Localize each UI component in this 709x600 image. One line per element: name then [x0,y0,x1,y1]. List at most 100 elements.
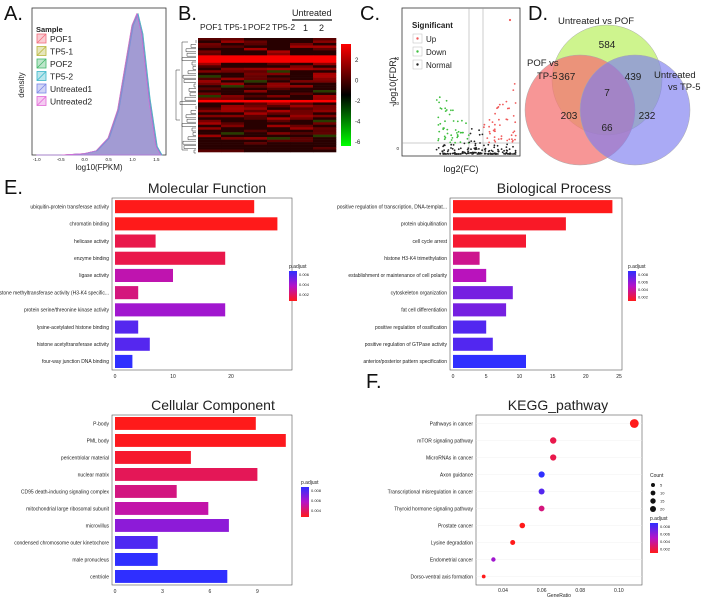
padj-legend-tick: 0.002 [638,295,649,300]
volcano-point [437,147,440,149]
volcano-point [498,118,500,121]
heatmap-cell [221,142,245,145]
heatmap-cell [198,117,222,121]
volcano-point [508,148,511,151]
volcano-point [456,120,459,123]
density-xtick: -1.0 [33,157,41,162]
heatmap-cell [290,42,314,46]
heatmap-cell [198,132,222,135]
density-chart: density log10(FPKM) -1.0 -0.5 0.0 0.5 1.0 1.5… [17,7,167,172]
go-cellular-component-chart: Cellular Component P-body PML body pericent… [14,397,322,595]
heatmap-dendrogram-branch [182,74,196,79]
bar [453,200,613,214]
kegg-count-legend-label: 10 [660,491,665,496]
volcano-point [450,143,453,146]
kegg-category-label: MicroRNAs in cancer [426,455,473,461]
volcano-point [508,18,512,22]
kegg-category-label: Transcriptional misregulation in cancer [388,489,474,495]
bar [115,451,191,464]
bar-category-label: PML body [87,438,110,444]
heatmap-cell [221,109,245,113]
bar-category-label: lysine-acetylated histone binding [37,325,109,331]
volcano-point [475,148,478,151]
volcano-point [452,144,455,146]
volcano-point [493,128,496,131]
volcano-point [438,130,441,133]
heatmap-cell [244,42,268,46]
heatmap-cell [244,99,268,103]
volcano-point [514,102,517,104]
volcano-point [456,136,459,139]
heatmap-cell [198,70,222,73]
bar-category-label: anterior/posterior pattern specification [363,359,447,365]
heatmap-cell [221,139,245,143]
bar-category-label: condensed chromosome outer kinetochore [14,540,109,546]
padj-legend-gradient [650,523,658,553]
heatmap-dendrogram-branch [183,79,196,83]
heatmap-cell [198,137,222,140]
padj-legend-tick: 0.008 [660,524,671,529]
volcano-point [497,150,500,153]
heatmap-cell [267,114,291,118]
padj-legend-gradient [301,487,309,517]
volcano-legend-dot [416,37,419,40]
heatmap-cell [290,134,314,138]
bar [115,485,177,498]
bar-xtick: 25 [616,374,622,380]
volcano-point [448,113,451,116]
bar [115,234,156,248]
heatmap-cell [290,132,314,135]
bar-category-label: microvillus [86,523,110,529]
volcano-point [474,144,477,147]
bar-xtick: 10 [517,374,523,380]
heatmap-cell [244,77,268,81]
heatmap-cell [290,99,314,103]
heatmap-cell [267,62,291,66]
padj-legend-title: p.adjust [289,264,307,270]
heatmap-cell [221,99,245,103]
volcano-point [506,143,508,146]
chart-title: Cellular Component [151,397,275,413]
heatmap-dendrogram-branch [193,83,196,88]
bar-category-label: ubiquitin-protein transferase activity [30,204,109,210]
bar-category-label: ligase activity [79,273,109,279]
density-legend-swatch-line [36,83,47,94]
heatmap-colorbar-tick: -6 [355,140,361,146]
heatmap-cell [267,97,291,101]
heatmap-cell [290,47,314,51]
bar-xtick: 6 [209,589,212,595]
volcano-point [454,129,457,131]
volcano-point [452,109,454,112]
bar [453,234,526,248]
heatmap-cell [198,95,222,98]
heatmap-cell [244,75,268,78]
density-xtick: 0.0 [82,157,89,162]
heatmap-colorbar [341,44,351,146]
bar-xtick: 20 [228,374,234,380]
volcano-point [443,135,446,138]
heatmap-cell [290,122,314,126]
heatmap-dendrogram-branch [185,48,196,53]
kegg-count-legend-label: 20 [660,507,665,512]
volcano-point [496,107,498,110]
heatmap-cell [313,67,337,71]
heatmap-cell [313,82,337,86]
kegg-dot [538,505,545,512]
heatmap-dendrogram-branch [190,44,196,48]
bar [115,320,139,334]
volcano-point [457,130,460,133]
heatmap-cell [198,62,222,66]
padj-legend-tick: 0.006 [299,272,310,277]
heatmap-cell [198,55,222,59]
kegg-dot [538,488,545,495]
density-legend-swatch-line [36,58,47,69]
heatmap-cell [290,85,314,88]
kegg-category-label: Thyroid hormone signaling pathway [394,506,473,512]
heatmap-cell [267,124,291,128]
volcano-point [506,139,509,142]
volcano-chart: Significant Up Down Normal -log10(FDR) log… [388,7,521,174]
volcano-point [437,139,440,142]
heatmap-cell [244,97,268,101]
heatmap-cell [267,144,291,148]
